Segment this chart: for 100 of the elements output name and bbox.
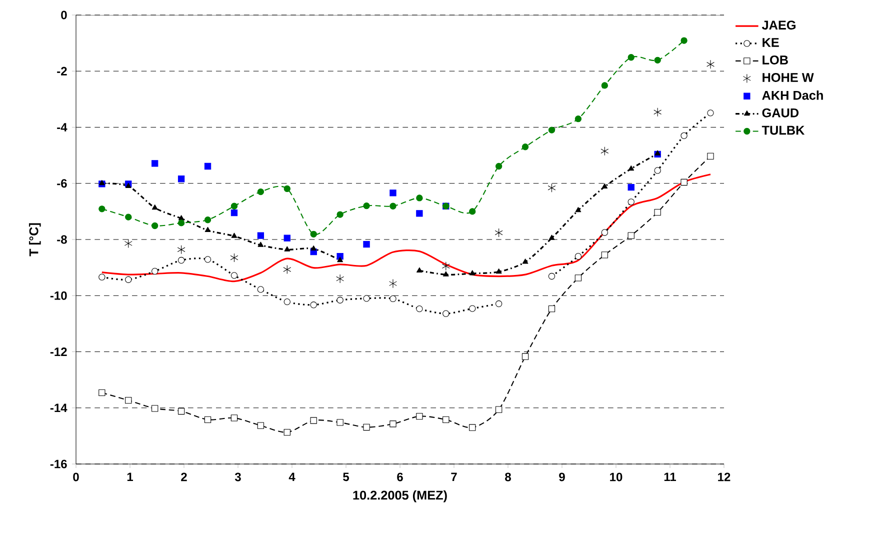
y-axis-title: T [°C] xyxy=(28,223,41,256)
x-tick-label: 8 xyxy=(505,472,511,482)
point xyxy=(574,115,582,122)
point xyxy=(654,56,661,64)
point xyxy=(469,270,476,276)
point xyxy=(654,167,661,174)
y-tick-label: 0 xyxy=(61,10,67,20)
point xyxy=(628,198,634,206)
point xyxy=(416,305,423,312)
point xyxy=(231,232,238,238)
point xyxy=(310,230,317,238)
point xyxy=(336,296,344,304)
point xyxy=(363,240,370,248)
x-tick-label: 6 xyxy=(397,472,403,482)
point xyxy=(548,183,556,192)
point xyxy=(442,310,450,317)
point xyxy=(706,60,714,69)
point xyxy=(680,37,688,44)
point xyxy=(600,146,609,156)
point xyxy=(707,152,714,160)
point xyxy=(601,229,608,236)
point xyxy=(522,258,528,264)
point xyxy=(495,162,502,170)
point xyxy=(125,276,132,283)
point xyxy=(390,190,396,196)
point xyxy=(204,416,212,423)
point xyxy=(283,264,292,274)
point xyxy=(707,110,714,116)
y-tick-label: -8 xyxy=(57,235,67,244)
point xyxy=(363,295,370,302)
point xyxy=(654,208,661,216)
point xyxy=(495,300,502,308)
point xyxy=(548,305,556,312)
x-tick-label: 4 xyxy=(288,472,296,481)
point xyxy=(442,416,450,423)
point xyxy=(548,272,556,280)
point xyxy=(416,194,423,202)
point xyxy=(204,256,212,263)
point xyxy=(204,162,212,170)
point xyxy=(680,132,688,140)
point xyxy=(178,176,185,182)
y-tick-label: -16 xyxy=(50,460,67,468)
x-tick-label: 2 xyxy=(181,472,187,482)
y-tick-label: -2 xyxy=(57,66,67,76)
point xyxy=(416,267,422,272)
point xyxy=(257,188,264,196)
point xyxy=(336,419,344,426)
y-tick-label: -10 xyxy=(50,291,67,300)
point xyxy=(442,262,450,271)
point xyxy=(337,256,343,262)
point xyxy=(204,226,211,232)
point xyxy=(178,215,184,220)
point xyxy=(258,242,264,247)
point xyxy=(310,245,317,251)
point xyxy=(230,272,238,279)
point xyxy=(98,389,106,396)
point xyxy=(204,216,212,224)
point xyxy=(654,108,662,117)
point xyxy=(98,206,106,212)
point xyxy=(654,150,661,156)
point xyxy=(628,54,634,61)
point xyxy=(469,208,476,215)
legend-label: TULBK xyxy=(762,126,805,135)
point xyxy=(177,245,186,254)
point xyxy=(574,274,582,282)
point xyxy=(495,406,502,413)
point xyxy=(628,165,634,171)
point xyxy=(152,405,158,412)
point xyxy=(575,206,582,212)
point xyxy=(390,295,396,302)
point xyxy=(601,82,608,89)
point xyxy=(284,298,290,306)
point xyxy=(494,228,503,238)
point xyxy=(152,160,158,167)
point xyxy=(98,274,106,280)
x-axis-title: 10.2.2005 (MEZ) xyxy=(353,490,447,502)
point xyxy=(390,420,396,428)
point xyxy=(469,424,476,431)
x-tick-label: 5 xyxy=(343,472,349,482)
point xyxy=(284,185,290,192)
point xyxy=(522,353,529,360)
point xyxy=(125,396,132,404)
point xyxy=(522,144,529,150)
point xyxy=(574,253,582,260)
point xyxy=(628,232,634,239)
point xyxy=(310,302,317,308)
point xyxy=(230,210,238,216)
legend-label: JAEG xyxy=(762,20,796,30)
x-tick-label: 10 xyxy=(610,472,622,482)
point xyxy=(178,220,185,226)
point xyxy=(442,271,449,276)
point xyxy=(284,428,290,436)
point xyxy=(680,178,688,186)
point xyxy=(416,412,423,420)
legend-label: GAUD xyxy=(762,108,799,118)
point xyxy=(310,417,317,424)
point xyxy=(496,268,502,274)
point xyxy=(230,414,238,422)
x-tick-label: 12 xyxy=(718,472,730,482)
point xyxy=(416,210,423,217)
